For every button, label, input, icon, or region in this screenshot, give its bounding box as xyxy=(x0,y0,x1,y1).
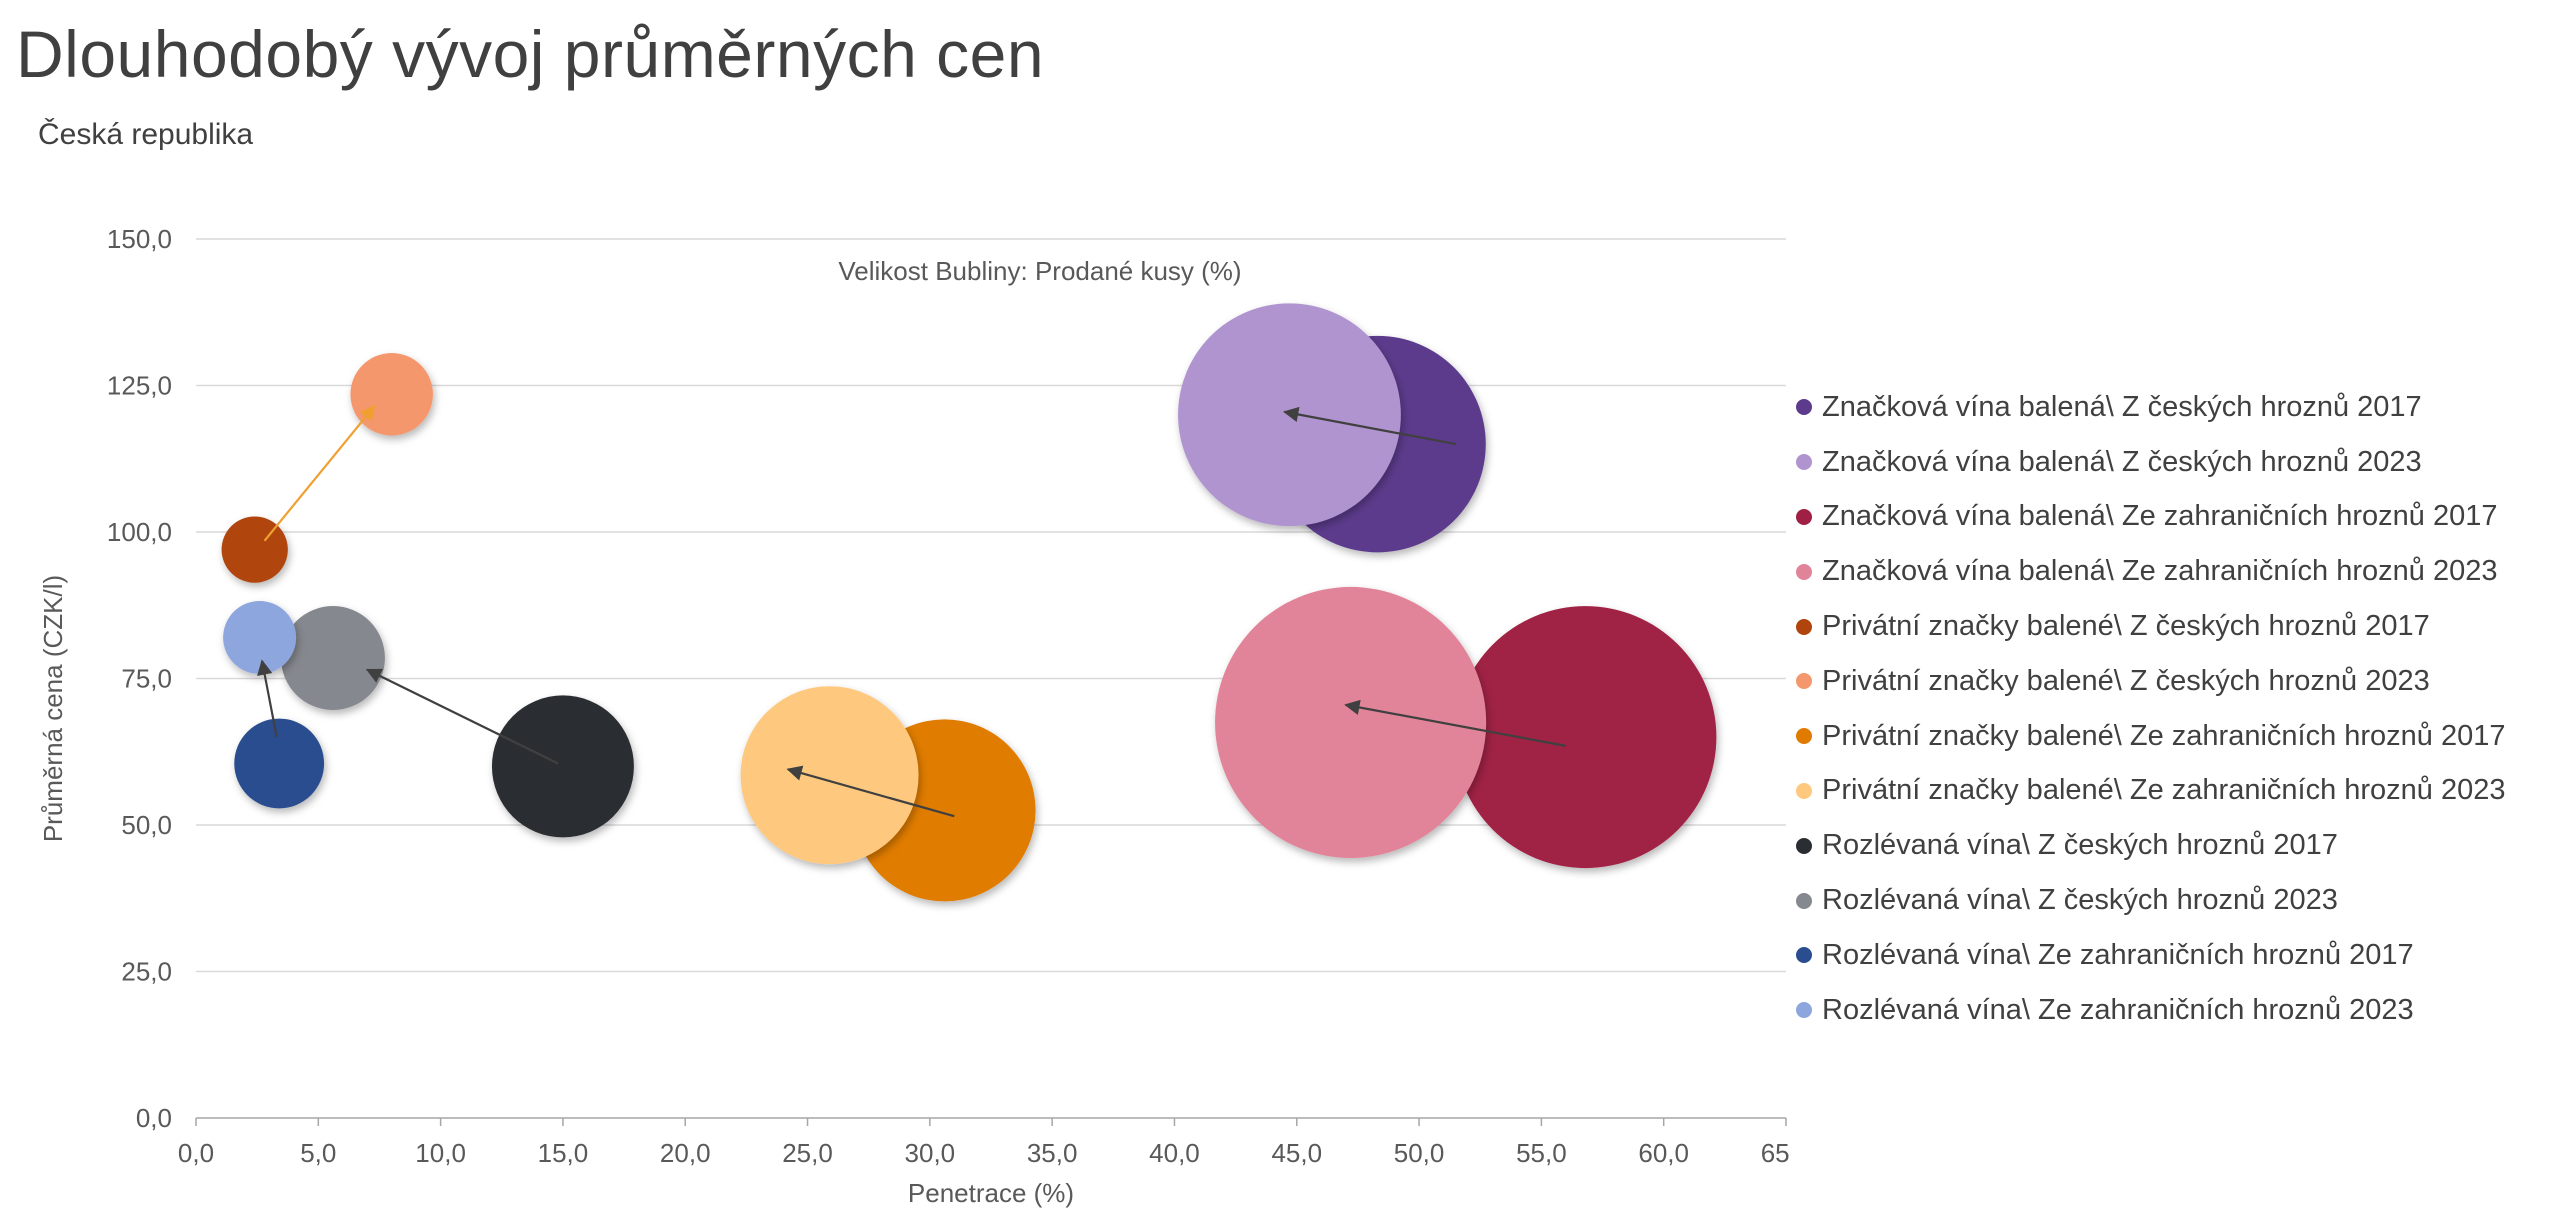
bubble[interactable] xyxy=(350,353,433,436)
y-tick-label: 0,0 xyxy=(136,1103,172,1133)
change-arrow xyxy=(365,668,559,765)
x-tick-label: 0,0 xyxy=(178,1138,214,1168)
bubble[interactable] xyxy=(223,600,297,674)
x-tick-label: 50,0 xyxy=(1394,1138,1445,1168)
y-tick-label: 75,0 xyxy=(121,664,172,694)
x-axis: 0,0 5,0 10,0 15,0 20,0 25,0 30,0 35,0 40,0 45,0 50… xyxy=(178,1118,1790,1168)
change-arrow xyxy=(1283,406,1456,446)
legend-label: Značková vína balená\ Ze zahraničních hr… xyxy=(1822,555,2498,588)
chart-annotation: Velikost Bubliny: Prodané kusy (%) xyxy=(838,256,1241,286)
x-tick-label: 65,0 xyxy=(1761,1138,1790,1168)
y-tick-label: 150,0 xyxy=(107,224,172,254)
x-tick-label: 20,0 xyxy=(660,1138,711,1168)
legend-label: Rozlévaná vína\ Ze zahraničních hroznů 2… xyxy=(1822,938,2414,971)
x-tick-label: 5,0 xyxy=(300,1138,336,1168)
y-tick-label: 50,0 xyxy=(121,810,172,840)
x-tick-label: 35,0 xyxy=(1027,1138,1078,1168)
legend-label: Privátní značky balené\ Z českých hroznů… xyxy=(1822,664,2430,697)
legend-swatch xyxy=(1796,1002,1812,1019)
y-axis-title: Průměrná cena (CZK/l) xyxy=(38,575,68,842)
legend-label: Značková vína balená\ Z českých hroznů 2… xyxy=(1822,390,2422,423)
change-arrow xyxy=(263,404,376,542)
legend-swatch xyxy=(1796,508,1812,525)
legend-item[interactable]: Značková vína balená\ Z českých hroznů 2… xyxy=(1796,380,2506,435)
legend-swatch xyxy=(1796,782,1812,799)
y-axis: 0,0 25,0 50,0 75,0 100,0 125,0 150,0 xyxy=(107,224,172,1133)
bubble[interactable] xyxy=(1215,586,1487,858)
legend: Značková vína balená\ Z českých hroznů 2… xyxy=(1796,380,2506,1038)
legend-item[interactable]: Rozlévaná vína\ Z českých hroznů 2023 xyxy=(1796,873,2506,928)
bubble-chart: 0,0 5,0 10,0 15,0 20,0 25,0 30,0 35,0 40,0 45,0 50… xyxy=(38,224,1790,1208)
legend-label: Značková vína balená\ Z českých hroznů 2… xyxy=(1822,445,2422,478)
legend-swatch xyxy=(1796,454,1812,471)
legend-label: Privátní značky balené\ Ze zahraničních … xyxy=(1822,774,2506,807)
legend-item[interactable]: Privátní značky balené\ Ze zahraničních … xyxy=(1796,709,2506,764)
legend-label: Privátní značky balené\ Z českých hroznů… xyxy=(1822,610,2430,643)
bubble[interactable] xyxy=(234,718,325,809)
bubble[interactable] xyxy=(740,686,919,865)
legend-swatch xyxy=(1796,947,1812,964)
x-tick-label: 45,0 xyxy=(1271,1138,1322,1168)
legend-item[interactable]: Značková vína balená\ Z českých hroznů 2… xyxy=(1796,435,2506,490)
y-tick-label: 125,0 xyxy=(107,371,172,401)
x-tick-label: 55,0 xyxy=(1516,1138,1567,1168)
x-tick-label: 10,0 xyxy=(415,1138,466,1168)
legend-label: Značková vína balená\ Ze zahraničních hr… xyxy=(1822,500,2498,533)
legend-item[interactable]: Privátní značky balené\ Ze zahraničních … xyxy=(1796,764,2506,819)
legend-swatch xyxy=(1796,728,1812,745)
x-tick-label: 40,0 xyxy=(1149,1138,1200,1168)
arrows xyxy=(257,404,1567,818)
legend-swatch xyxy=(1796,673,1812,690)
legend-swatch xyxy=(1796,563,1812,580)
legend-swatch xyxy=(1796,618,1812,635)
bubble[interactable] xyxy=(1454,606,1717,869)
legend-label: Rozlévaná vína\ Z českých hroznů 2017 xyxy=(1822,829,2338,862)
x-tick-label: 15,0 xyxy=(538,1138,589,1168)
bubbles xyxy=(221,303,1717,902)
legend-item[interactable]: Rozlévaná vína\ Z českých hroznů 2017 xyxy=(1796,818,2506,873)
change-arrow xyxy=(1344,699,1567,747)
x-tick-label: 60,0 xyxy=(1638,1138,1689,1168)
legend-label: Rozlévaná vína\ Ze zahraničních hroznů 2… xyxy=(1822,993,2414,1026)
y-tick-label: 100,0 xyxy=(107,517,172,547)
legend-swatch xyxy=(1796,399,1812,416)
legend-item[interactable]: Rozlévaná vína\ Ze zahraničních hroznů 2… xyxy=(1796,983,2506,1038)
legend-item[interactable]: Privátní značky balené\ Z českých hroznů… xyxy=(1796,654,2506,709)
legend-item[interactable]: Značková vína balená\ Ze zahraničních hr… xyxy=(1796,490,2506,545)
change-arrow xyxy=(257,659,278,738)
legend-item[interactable]: Značková vína balená\ Ze zahraničních hr… xyxy=(1796,544,2506,599)
legend-label: Rozlévaná vína\ Z českých hroznů 2023 xyxy=(1822,884,2338,917)
x-tick-label: 25,0 xyxy=(782,1138,833,1168)
legend-label: Privátní značky balené\ Ze zahraničních … xyxy=(1822,719,2506,752)
page-subtitle: Česká republika xyxy=(38,118,254,151)
x-tick-label: 30,0 xyxy=(905,1138,956,1168)
legend-swatch xyxy=(1796,892,1812,909)
y-tick-label: 25,0 xyxy=(121,957,172,987)
legend-item[interactable]: Privátní značky balené\ Z českých hroznů… xyxy=(1796,599,2506,654)
change-arrow xyxy=(786,765,955,818)
page-title: Dlouhodobý vývoj průměrných cen xyxy=(16,17,1045,91)
legend-item[interactable]: Rozlévaná vína\ Ze zahraničních hroznů 2… xyxy=(1796,928,2506,983)
legend-swatch xyxy=(1796,837,1812,854)
bubble[interactable] xyxy=(281,606,385,710)
bubble[interactable] xyxy=(221,516,288,583)
bubble[interactable] xyxy=(491,695,634,838)
bubble[interactable] xyxy=(1178,303,1401,527)
x-axis-title: Penetrace (%) xyxy=(908,1178,1074,1208)
